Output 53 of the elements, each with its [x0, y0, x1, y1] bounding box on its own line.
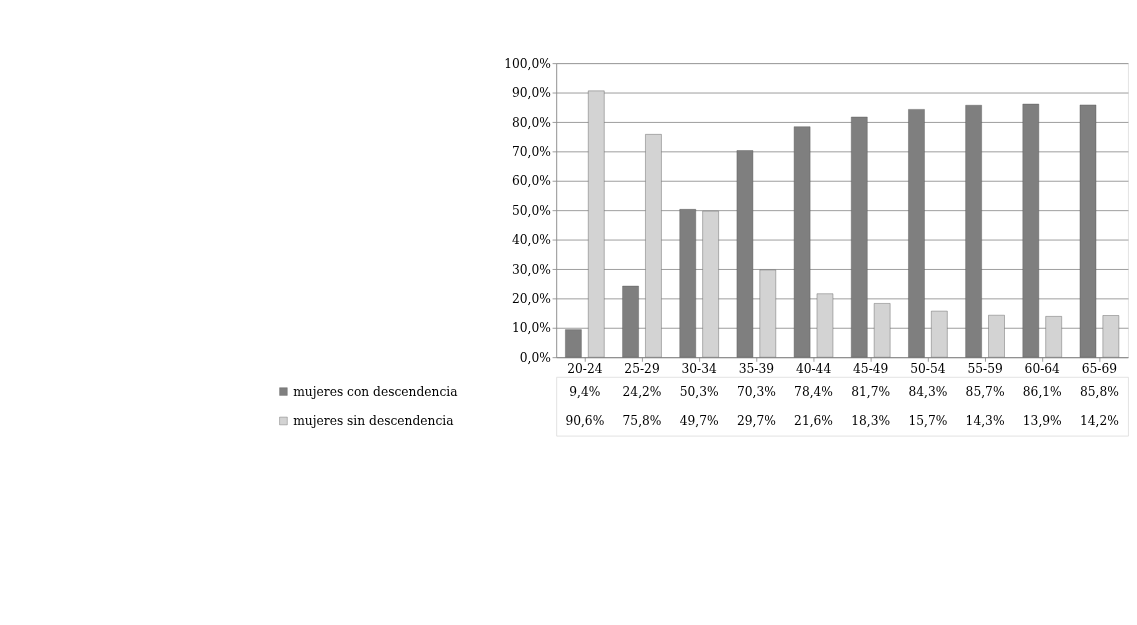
bar: [931, 310, 948, 358]
y-tick-label: 30,0%: [512, 262, 551, 277]
y-tick-label: 100,0%: [504, 56, 551, 71]
bar: [1102, 315, 1120, 358]
data-label: 85,8%: [1079, 384, 1119, 399]
legend-label: mujeres sin descendencia: [293, 414, 454, 429]
data-label: 50,3%: [679, 384, 719, 399]
data-label: 75,8%: [622, 414, 662, 429]
y-tick-label: 40,0%: [512, 233, 551, 248]
data-label: 86,1%: [1022, 384, 1062, 399]
bar: [702, 210, 719, 358]
data-label: 15,7%: [908, 414, 948, 429]
y-tick-label: 0,0%: [519, 350, 551, 365]
bar: [759, 269, 777, 358]
x-tick-label: 55-59: [967, 362, 1003, 377]
x-tick-label: 60-64: [1024, 362, 1061, 377]
bar: [988, 315, 1005, 358]
data-label: 84,3%: [908, 384, 948, 399]
x-tick-label: 65-69: [1081, 362, 1118, 377]
data-label: 21,6%: [794, 414, 833, 429]
y-tick-label: 60,0%: [512, 174, 551, 189]
legend-label: mujeres con descendencia: [293, 384, 458, 399]
x-tick-label: 30-34: [681, 362, 718, 377]
bar: [645, 134, 662, 358]
data-label: 85,7%: [965, 384, 1005, 399]
x-tick-label: 20-24: [567, 362, 603, 377]
data-label: 18,3%: [851, 414, 891, 429]
data-label: 24,2%: [622, 384, 662, 399]
x-tick-label: 40-44: [795, 362, 832, 377]
bar: [588, 90, 605, 358]
x-tick-label: 35-39: [738, 362, 775, 377]
data-label: 9,4%: [569, 384, 601, 399]
y-tick-label: 50,0%: [512, 203, 551, 218]
bar: [873, 303, 891, 358]
data-label: 78,4%: [794, 384, 833, 399]
y-tick-label: 80,0%: [512, 115, 551, 130]
data-label: 14,2%: [1079, 414, 1119, 429]
data-label: 14,3%: [965, 414, 1005, 429]
y-tick-label: 70,0%: [512, 144, 551, 159]
bar: [816, 293, 834, 358]
y-tick-label: 20,0%: [512, 291, 551, 306]
data-label: 13,9%: [1022, 414, 1062, 429]
x-tick-label: 50-54: [910, 362, 946, 377]
data-label: 90,6%: [565, 414, 605, 429]
x-tick-label: 45-49: [853, 362, 889, 377]
y-tick-label: 90,0%: [512, 86, 551, 101]
data-label: 29,7%: [736, 414, 776, 429]
x-tick-label: 25-29: [624, 362, 660, 377]
data-label: 81,7%: [851, 384, 891, 399]
y-tick-label: 10,0%: [512, 321, 551, 336]
bar: [1045, 316, 1062, 358]
data-label: 49,7%: [679, 414, 719, 429]
data-label: 70,3%: [736, 384, 776, 399]
